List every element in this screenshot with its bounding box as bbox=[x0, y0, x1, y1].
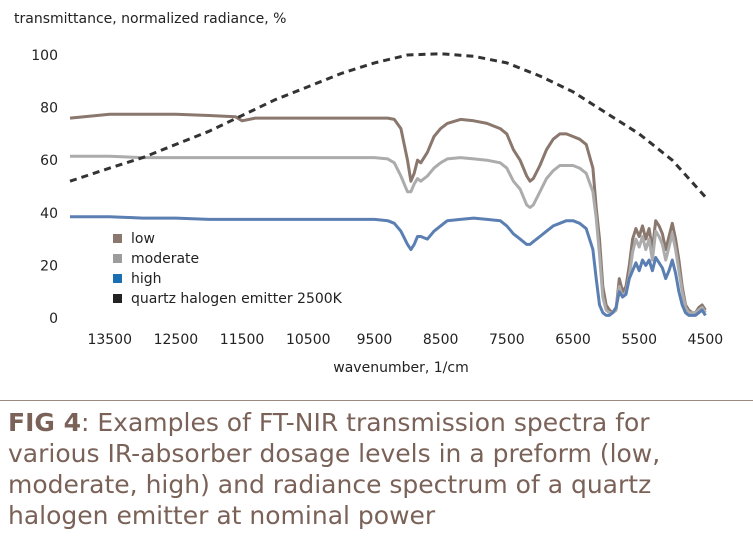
x-tick-label: 7500 bbox=[489, 332, 525, 348]
legend-label: low bbox=[131, 231, 155, 247]
x-tick-label: 13500 bbox=[87, 332, 132, 348]
series-line-3 bbox=[70, 215, 707, 317]
y-axis-title: transmittance, normalized radiance, % bbox=[14, 11, 286, 27]
x-tick-label: 11500 bbox=[220, 332, 265, 348]
x-tick-label: 10500 bbox=[286, 332, 331, 348]
caption-divider bbox=[0, 400, 753, 401]
spectra-chart: transmittance, normalized radiance, % 0 2… bbox=[14, 11, 723, 376]
legend-swatch bbox=[113, 234, 122, 243]
y-tick-labels: 0 20 40 60 80 100 bbox=[31, 48, 58, 327]
x-tick-label: 4500 bbox=[688, 332, 724, 348]
legend-swatch bbox=[113, 254, 122, 263]
legend-label: high bbox=[131, 271, 162, 287]
legend-swatch bbox=[113, 274, 122, 283]
figure-caption: FIG 4: Examples of FT-NIR transmission s… bbox=[8, 407, 748, 531]
y-tick-label: 0 bbox=[49, 311, 58, 327]
x-tick-label: 5500 bbox=[621, 332, 657, 348]
y-tick-label: 60 bbox=[40, 153, 58, 169]
x-tick-labels: 13500 12500 11500 10500 9500 8500 7500 6500 5500… bbox=[87, 332, 723, 348]
y-tick-label: 40 bbox=[40, 206, 58, 222]
y-tick-label: 80 bbox=[40, 101, 58, 117]
series-line-2 bbox=[70, 154, 707, 315]
figure-label: FIG 4 bbox=[8, 408, 81, 437]
x-tick-label: 9500 bbox=[357, 332, 393, 348]
series-layer bbox=[69, 52, 707, 317]
legend: low moderate high quartz halogen emitter 25… bbox=[113, 231, 343, 307]
x-tick-label: 8500 bbox=[423, 332, 459, 348]
y-tick-label: 100 bbox=[31, 48, 58, 64]
caption-text: : Examples of FT-NIR transmission spectr… bbox=[8, 408, 661, 530]
legend-swatch bbox=[113, 294, 122, 303]
series-line-1 bbox=[69, 112, 707, 315]
series-line-4 bbox=[69, 52, 707, 199]
x-tick-label: 12500 bbox=[154, 332, 199, 348]
x-tick-label: 6500 bbox=[555, 332, 591, 348]
legend-label: quartz halogen emitter 2500K bbox=[131, 291, 343, 307]
legend-label: moderate bbox=[131, 251, 199, 267]
y-tick-label: 20 bbox=[40, 258, 58, 274]
x-axis-title: wavenumber, 1/cm bbox=[333, 360, 468, 376]
